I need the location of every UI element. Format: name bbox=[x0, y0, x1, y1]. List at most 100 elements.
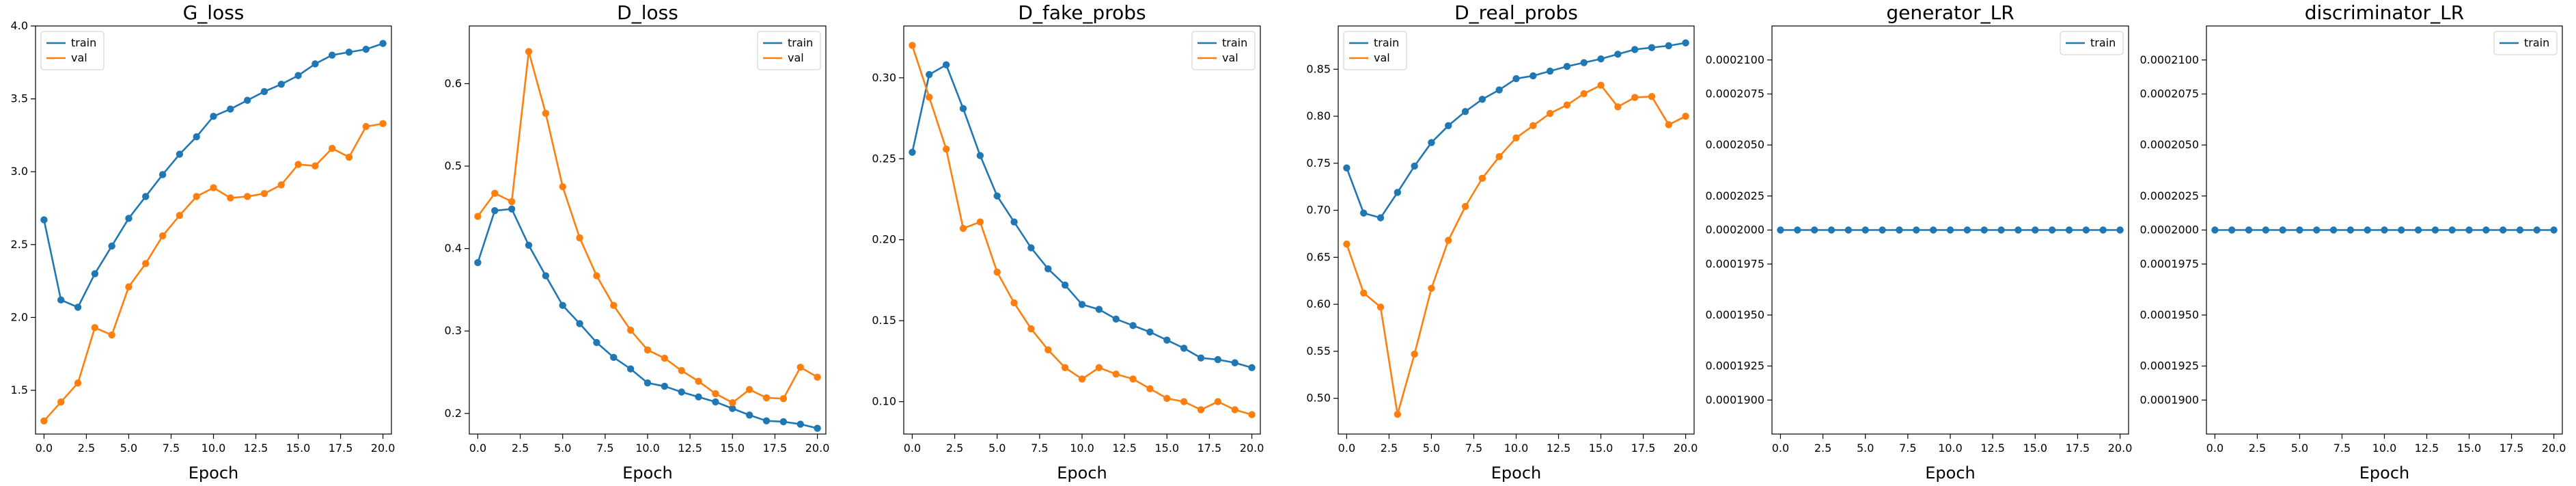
y-tick-label: 0.0002075 bbox=[2139, 87, 2199, 100]
x-tick-label: 7.5 bbox=[2333, 442, 2351, 455]
y-tick-label: 0.0002075 bbox=[1705, 87, 1764, 100]
data-point-train bbox=[626, 365, 635, 373]
data-point-val bbox=[74, 379, 82, 387]
legend-box bbox=[1191, 31, 1256, 70]
y-tick-label: 0.2 bbox=[445, 407, 462, 420]
data-point-val bbox=[474, 213, 482, 220]
x-tick-label: 12.5 bbox=[1980, 442, 2005, 455]
x-tick-label: 12.5 bbox=[244, 442, 268, 455]
axes-frame bbox=[35, 25, 392, 435]
data-point-train bbox=[2279, 226, 2286, 234]
data-point-val bbox=[1461, 202, 1469, 211]
y-tick-label: 0.0001950 bbox=[1705, 308, 1764, 321]
chart-panel-d-real-probs: D_real_probs Epoch 0.0 2.5 5.0 7.5 10.0 12.5 15.… bbox=[1306, 1, 1698, 483]
data-point-val bbox=[1580, 90, 1588, 98]
data-point-train bbox=[1896, 226, 1903, 234]
y-tick-label: 0.0002000 bbox=[2139, 224, 2199, 237]
x-tick-label: 15.0 bbox=[2023, 442, 2047, 455]
data-point-train bbox=[525, 241, 533, 249]
data-point-val bbox=[1027, 325, 1035, 333]
data-point-val bbox=[542, 109, 550, 118]
y-tick-label: 0.85 bbox=[1306, 62, 1331, 75]
data-point-train bbox=[993, 192, 1001, 200]
data-point-train bbox=[227, 105, 234, 113]
x-tick-label: 5.0 bbox=[554, 442, 571, 455]
data-point-train bbox=[2065, 226, 2073, 234]
data-point-val bbox=[559, 183, 566, 191]
data-point-val bbox=[695, 377, 702, 386]
x-tick-label: 17.5 bbox=[2499, 442, 2524, 455]
data-point-train bbox=[2414, 226, 2422, 234]
data-point-val bbox=[1411, 350, 1418, 358]
x-tick-label: 0.0 bbox=[1772, 442, 1789, 455]
x-tick-label: 5.0 bbox=[1423, 442, 1440, 455]
x-axis-label: Epoch bbox=[2359, 463, 2410, 483]
x-tick-label: 10.0 bbox=[635, 442, 660, 455]
data-point-val bbox=[643, 346, 652, 354]
data-point-train bbox=[1061, 281, 1069, 289]
data-point-train bbox=[2329, 226, 2338, 234]
data-point-train bbox=[2448, 226, 2456, 234]
data-point-train bbox=[2516, 226, 2524, 234]
data-point-train bbox=[1997, 226, 2005, 234]
data-point-train bbox=[959, 105, 967, 113]
y-tick-label: 0.0002000 bbox=[1705, 224, 1764, 237]
data-point-val bbox=[1495, 153, 1503, 161]
y-tick-label: 0.5 bbox=[445, 159, 462, 172]
data-point-train bbox=[345, 49, 353, 56]
legend-label-train: train bbox=[2090, 36, 2116, 49]
data-point-train bbox=[1231, 359, 1238, 366]
data-point-train bbox=[1913, 226, 1920, 234]
legend: train val bbox=[40, 31, 105, 70]
data-point-train bbox=[2381, 226, 2388, 234]
data-point-train bbox=[779, 418, 788, 426]
data-point-train bbox=[1946, 226, 1954, 234]
data-point-val bbox=[362, 122, 370, 131]
data-point-val bbox=[610, 301, 618, 310]
x-tick-label: 5.0 bbox=[988, 442, 1006, 455]
data-point-train bbox=[926, 70, 933, 79]
legend-label-train: train bbox=[1222, 36, 1247, 49]
data-point-val bbox=[1095, 364, 1103, 372]
x-tick-label: 7.5 bbox=[1465, 442, 1482, 455]
x-tick-label: 12.5 bbox=[2415, 442, 2439, 455]
data-point-train bbox=[2465, 226, 2473, 234]
data-point-train bbox=[379, 40, 387, 47]
data-point-train bbox=[797, 420, 804, 428]
data-point-train bbox=[542, 272, 550, 280]
data-point-val bbox=[491, 189, 499, 198]
data-point-val bbox=[1112, 370, 1120, 378]
data-point-train bbox=[559, 301, 566, 310]
data-point-val bbox=[959, 224, 967, 232]
data-point-train bbox=[491, 206, 499, 215]
x-tick-label: 17.5 bbox=[1197, 442, 1222, 455]
data-point-train bbox=[1411, 162, 1418, 170]
data-point-train bbox=[193, 133, 200, 141]
data-point-val bbox=[1428, 284, 1435, 292]
data-point-val bbox=[1010, 299, 1018, 307]
x-tick-label: 20.0 bbox=[1674, 442, 1698, 455]
data-point-train bbox=[1963, 226, 1971, 234]
legend-box bbox=[40, 31, 105, 70]
data-point-train bbox=[712, 398, 719, 406]
chart-panel-d-loss: D_loss Epoch 0.0 2.5 5.0 7.5 10.0 12.5 15.0 17.5 2… bbox=[445, 1, 830, 483]
data-point-train bbox=[108, 242, 115, 250]
series-line-train bbox=[43, 42, 384, 308]
data-point-train bbox=[1648, 44, 1656, 51]
data-point-train bbox=[1027, 244, 1035, 252]
x-tick-label: 7.5 bbox=[596, 442, 613, 455]
y-tick-label: 4.0 bbox=[11, 19, 28, 32]
y-tick-label: 0.6 bbox=[445, 77, 462, 90]
x-tick-label: 20.0 bbox=[2108, 442, 2133, 455]
data-point-train bbox=[1010, 218, 1018, 226]
x-axis-label: Epoch bbox=[1491, 463, 1542, 483]
data-point-train bbox=[576, 320, 583, 327]
x-tick-label: 20.0 bbox=[371, 442, 396, 455]
x-tick-label: 15.0 bbox=[286, 442, 311, 455]
axes-frame bbox=[469, 25, 827, 435]
x-tick-label: 7.5 bbox=[1899, 442, 1916, 455]
data-point-train bbox=[2398, 226, 2405, 234]
y-tick-label: 0.75 bbox=[1306, 157, 1331, 170]
data-point-train bbox=[1461, 107, 1469, 116]
x-tick-label: 7.5 bbox=[163, 442, 180, 455]
